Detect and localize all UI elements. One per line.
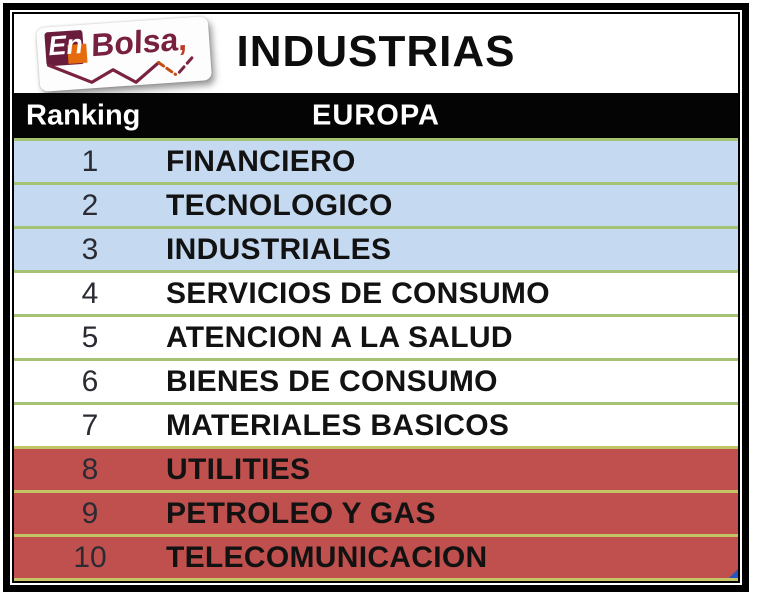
rank-cell: 9 bbox=[81, 496, 99, 530]
sector-cell: UTILITIES bbox=[166, 452, 311, 486]
rank-cell: 7 bbox=[81, 408, 99, 442]
outer-frame: En Bolsa, INDUSTRIAS Ranking EUROPA 1 FI… bbox=[3, 3, 749, 592]
rank-cell: 10 bbox=[73, 540, 107, 574]
rank-cell: 6 bbox=[81, 364, 99, 398]
rank-cell: 2 bbox=[81, 188, 99, 222]
sector-cell: PETROLEO Y GAS bbox=[166, 496, 436, 530]
table-row: 9 PETROLEO Y GAS bbox=[14, 490, 738, 534]
page-title: INDUSTRIAS bbox=[236, 26, 516, 76]
sector-cell: SERVICIOS DE CONSUMO bbox=[166, 276, 550, 310]
stock-zigzag-icon bbox=[47, 53, 196, 84]
corner-triangle-mark bbox=[729, 569, 738, 578]
table-row: 3 INDUSTRIALES bbox=[14, 226, 738, 270]
table-row: 8 UTILITIES bbox=[14, 446, 738, 490]
sector-cell: BIENES DE CONSUMO bbox=[166, 364, 498, 398]
region-column-header: EUROPA bbox=[312, 99, 440, 131]
table-body: 1 FINANCIERO 2 TECNOLOGICO 3 INDUSTRIALE… bbox=[14, 138, 738, 581]
rank-cell: 5 bbox=[81, 320, 99, 354]
table-row: 4 SERVICIOS DE CONSUMO bbox=[14, 270, 738, 314]
enbolsa-logo: En Bolsa, bbox=[35, 16, 213, 92]
table-row: 1 FINANCIERO bbox=[14, 138, 738, 182]
table-row: 6 BIENES DE CONSUMO bbox=[14, 358, 738, 402]
inner-frame: En Bolsa, INDUSTRIAS Ranking EUROPA 1 FI… bbox=[12, 12, 740, 583]
table-header-bar: Ranking EUROPA bbox=[14, 93, 738, 138]
table-row: 7 MATERIALES BASICOS bbox=[14, 402, 738, 446]
sector-cell: MATERIALES BASICOS bbox=[166, 408, 510, 442]
sector-cell: FINANCIERO bbox=[166, 144, 356, 178]
sector-cell: TELECOMUNICACION bbox=[166, 540, 488, 574]
rank-cell: 3 bbox=[81, 232, 99, 266]
sector-cell: INDUSTRIALES bbox=[166, 232, 392, 266]
sector-cell: TECNOLOGICO bbox=[166, 188, 393, 222]
sector-cell: ATENCION A LA SALUD bbox=[166, 320, 513, 354]
table-row: 10 TELECOMUNICACION bbox=[14, 534, 738, 578]
ranking-column-header: Ranking bbox=[26, 99, 141, 131]
table-row: 5 ATENCION A LA SALUD bbox=[14, 314, 738, 358]
rank-cell: 1 bbox=[81, 144, 99, 178]
rank-cell: 8 bbox=[81, 452, 99, 486]
rank-cell: 4 bbox=[81, 276, 99, 310]
table-row: 2 TECNOLOGICO bbox=[14, 182, 738, 226]
title-band: En Bolsa, INDUSTRIAS bbox=[14, 14, 738, 93]
